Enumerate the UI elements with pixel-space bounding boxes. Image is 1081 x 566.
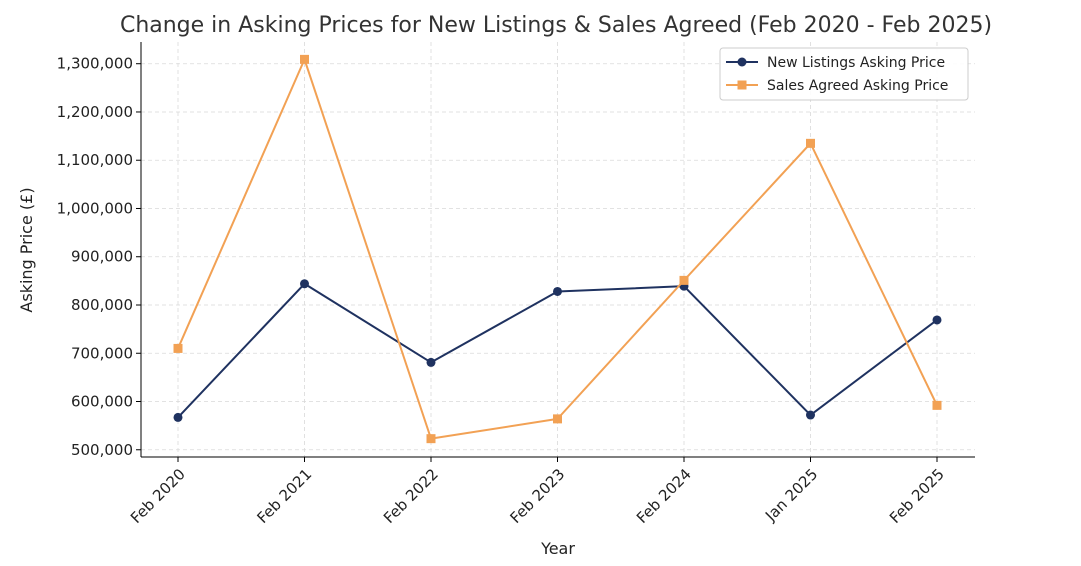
data-point: [806, 410, 815, 420]
legend-marker: [737, 80, 747, 90]
data-point: [300, 54, 309, 64]
data-point: [932, 400, 942, 410]
y-tick-label: 800,000: [71, 296, 133, 314]
x-axis-label: Year: [540, 539, 575, 558]
x-tick-label: Feb 2021: [253, 465, 315, 527]
y-axis-label: Asking Price (£): [17, 187, 36, 312]
legend-label: Sales Agreed Asking Price: [767, 78, 948, 94]
data-point: [806, 138, 815, 148]
x-tick-label: Jan 2025: [761, 465, 821, 525]
legend-box: [719, 47, 969, 101]
labels: Change in Asking Prices for New Listings…: [17, 13, 992, 558]
y-tick-label: 500,000: [71, 441, 133, 459]
grid: [141, 42, 975, 457]
data-point: [553, 414, 562, 424]
x-tick-label: Feb 2024: [633, 465, 695, 527]
y-tick-label: 1,100,000: [57, 151, 133, 169]
data-point: [679, 275, 689, 285]
legend-item: Sales Agreed Asking Price: [726, 78, 948, 94]
data-point: [426, 434, 436, 444]
legend-marker: [737, 57, 747, 67]
series-area: [173, 54, 942, 444]
series-2: [173, 54, 942, 444]
y-tick-label: 600,000: [71, 393, 133, 411]
legend: New Listings Asking Price Sales Agreed As…: [719, 47, 969, 101]
x-tick-label: Feb 2022: [380, 465, 442, 527]
data-point: [932, 315, 942, 325]
chart-title: Change in Asking Prices for New Listings…: [120, 13, 992, 38]
data-point: [553, 286, 562, 296]
y-tick-label: 900,000: [71, 248, 133, 266]
data-point: [300, 279, 309, 289]
legend-item: New Listings Asking Price: [726, 55, 945, 71]
y-tick-label: 1,000,000: [57, 199, 133, 217]
legend-label: New Listings Asking Price: [767, 55, 945, 71]
y-tick-label: 700,000: [71, 344, 133, 362]
x-tick-label: Feb 2020: [127, 465, 189, 527]
data-point: [426, 357, 436, 367]
x-tick-label: Feb 2025: [886, 465, 948, 527]
y-tick-label: 1,200,000: [57, 103, 133, 121]
y-tick-label: 1,300,000: [57, 55, 133, 73]
data-point: [173, 412, 183, 422]
x-tick-label: Feb 2023: [506, 465, 568, 527]
data-point: [173, 343, 183, 353]
series-1: [173, 279, 942, 422]
axes: 500,000 600,000 700,000 800,000 900,000 1,000…: [57, 42, 975, 527]
